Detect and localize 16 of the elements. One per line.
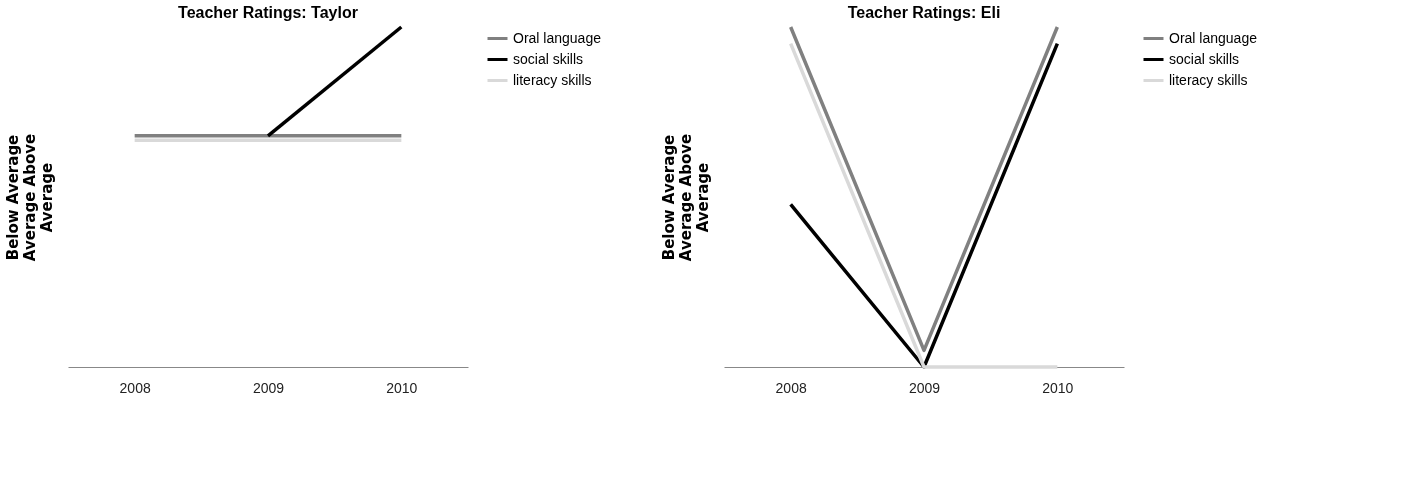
chart-title: Teacher Ratings: Eli — [847, 4, 1001, 22]
x-tick-label: 2008 — [119, 379, 151, 396]
legend-label: social skills — [1169, 50, 1240, 67]
x-tick-label: 2010 — [1042, 379, 1074, 396]
x-tick-label: 2008 — [775, 379, 807, 396]
legend-label: Oral language — [513, 29, 602, 46]
y-axis-title: Below Average Average Above Average — [3, 133, 56, 262]
chart-title: Teacher Ratings: Taylor — [178, 4, 358, 22]
legend-label: literacy skills — [513, 71, 592, 88]
legend-label: Oral language — [1169, 29, 1258, 46]
x-tick-label: 2009 — [908, 379, 941, 396]
x-tick-label: 2009 — [252, 379, 285, 396]
y-axis-title: Below Average Average Above Average — [659, 133, 712, 262]
legend-label: literacy skills — [1169, 71, 1248, 88]
legend-label: social skills — [513, 50, 584, 67]
x-tick-label: 2010 — [386, 379, 418, 396]
